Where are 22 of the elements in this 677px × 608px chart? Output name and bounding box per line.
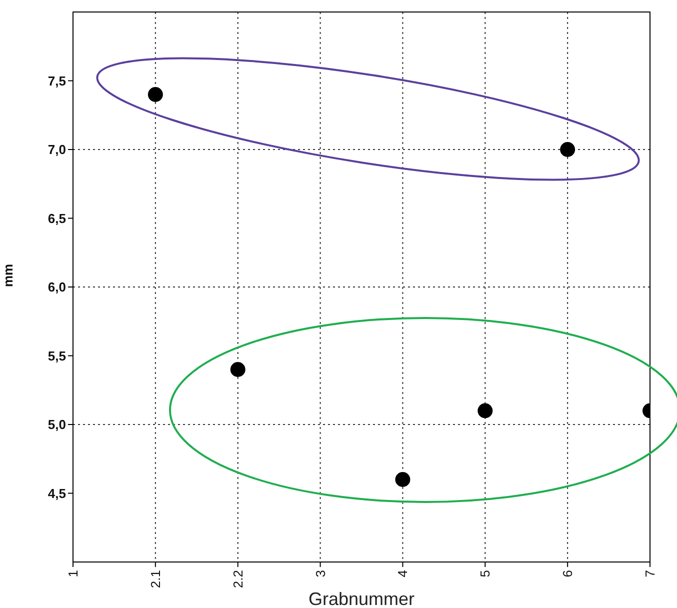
y-tick-label: 7,0	[48, 142, 66, 158]
y-tick-label: 4,5	[48, 486, 66, 501]
x-tick-label: 6	[560, 570, 576, 578]
y-tick-label: 6,0	[48, 280, 66, 295]
point	[478, 403, 493, 418]
y-tick-label: 6,5	[48, 210, 66, 226]
x-tick-label: 5	[478, 570, 493, 578]
y-tick-label: 5,0	[48, 417, 66, 432]
x-tick-label: 2.2	[230, 570, 246, 588]
y-tick-label: 5,5	[48, 348, 66, 364]
x-tick-label: 4	[395, 570, 410, 578]
x-tick-label: 2.1	[148, 570, 163, 588]
y-axis-title: mm	[0, 264, 16, 287]
x-tick-label: 1	[66, 570, 80, 578]
point	[230, 362, 246, 377]
point	[395, 472, 410, 487]
x-axis-title: Grabnummer	[308, 589, 415, 608]
x-tick-label: 3	[312, 570, 328, 578]
point	[560, 142, 576, 157]
x-tick-label: 7	[642, 570, 658, 578]
y-tick-label: 7,5	[48, 73, 66, 88]
point	[148, 87, 163, 102]
